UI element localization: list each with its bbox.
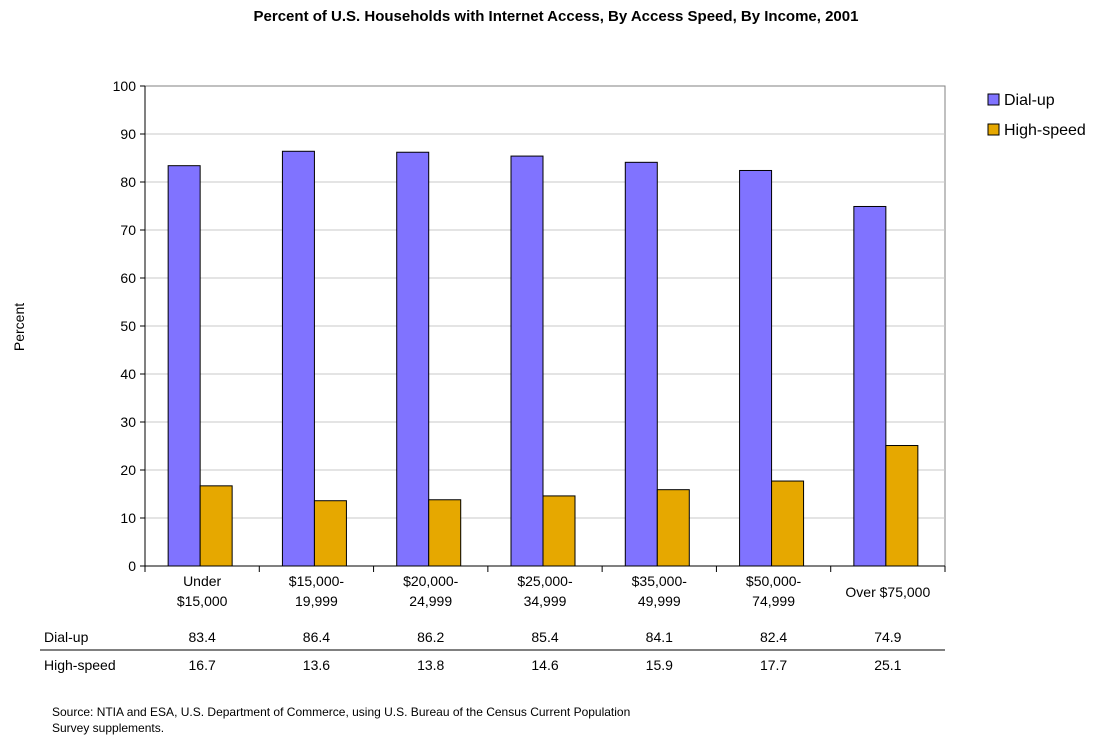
x-tick-label: 49,999 xyxy=(638,593,681,609)
bar-dial-up xyxy=(624,161,658,567)
source-line-1: Source: NTIA and ESA, U.S. Department of… xyxy=(52,705,631,719)
bar-high-speed xyxy=(199,485,233,567)
bar-high-speed xyxy=(771,480,805,567)
legend-label: Dial-up xyxy=(1004,92,1055,109)
chart-title: Percent of U.S. Households with Internet… xyxy=(253,8,859,25)
legend-swatch xyxy=(987,93,1000,106)
bar-chart: Percent 0 10 20 30 40 50 60 70 80 90 100 Under $15,… xyxy=(11,78,1086,673)
legend: Dial-up High-speed xyxy=(987,92,1086,139)
y-tick-label: 80 xyxy=(120,174,136,190)
x-tick-label: 19,999 xyxy=(295,593,338,609)
x-tick-label: $20,000- xyxy=(403,573,459,589)
bar-high-speed xyxy=(885,445,919,567)
table-cell: 13.6 xyxy=(303,657,330,673)
y-tick-label: 10 xyxy=(120,510,136,526)
x-tick-label: $15,000 xyxy=(177,593,228,609)
table-cell: 83.4 xyxy=(189,629,216,645)
table-cell: 85.4 xyxy=(531,629,558,645)
x-tick-label: $50,000- xyxy=(746,573,802,589)
table-cell: 16.7 xyxy=(189,657,216,673)
table-cell: 74.9 xyxy=(874,629,901,645)
y-tick-label: 50 xyxy=(120,318,136,334)
x-tick-label: $15,000- xyxy=(289,573,345,589)
bar-dial-up xyxy=(396,151,430,567)
gridlines xyxy=(145,133,945,519)
table-cell: 15.9 xyxy=(646,657,673,673)
bar-high-speed xyxy=(656,489,690,567)
y-tick-label: 90 xyxy=(120,126,136,142)
table-cell: 86.4 xyxy=(303,629,330,645)
bar-high-speed xyxy=(542,495,576,567)
bar-dial-up xyxy=(167,165,201,567)
table-cell: 13.8 xyxy=(417,657,444,673)
data-table: Dial-up 83.4 86.4 86.2 85.4 84.1 82.4 74.9 High-… xyxy=(40,629,945,673)
table-cell: 17.7 xyxy=(760,657,787,673)
table-row-label: Dial-up xyxy=(44,629,89,645)
x-tick-label: Over $75,000 xyxy=(845,584,930,600)
y-tick-label: 40 xyxy=(120,366,136,382)
x-tick-label: $25,000- xyxy=(517,573,573,589)
table-row-label: High-speed xyxy=(44,657,116,673)
y-tick-label: 20 xyxy=(120,462,136,478)
x-tick-label: $35,000- xyxy=(632,573,688,589)
x-tick-label: 34,999 xyxy=(524,593,567,609)
y-tick-label: 0 xyxy=(128,558,136,574)
bar-high-speed xyxy=(428,499,462,567)
bar-dial-up xyxy=(281,150,315,567)
bar-high-speed xyxy=(313,500,347,567)
legend-swatch xyxy=(987,123,1000,136)
legend-label: High-speed xyxy=(1004,122,1086,139)
bar-dial-up xyxy=(739,169,773,567)
x-tick-label: 24,999 xyxy=(409,593,452,609)
table-cell: 84.1 xyxy=(646,629,673,645)
source-note: Source: NTIA and ESA, U.S. Department of… xyxy=(52,704,872,736)
bar-dial-up xyxy=(510,155,544,567)
y-tick-label: 100 xyxy=(113,78,137,94)
source-line-2: Survey supplements. xyxy=(52,721,165,735)
bar-dial-up xyxy=(853,205,887,567)
y-tick-label: 30 xyxy=(120,414,136,430)
table-cell: 25.1 xyxy=(874,657,901,673)
y-tick-label: 60 xyxy=(120,270,136,286)
x-tick-label: 74,999 xyxy=(752,593,795,609)
table-cell: 86.2 xyxy=(417,629,444,645)
x-tick-label: Under xyxy=(183,573,221,589)
table-cell: 82.4 xyxy=(760,629,787,645)
y-axis-label: Percent xyxy=(11,303,27,351)
y-tick-label: 70 xyxy=(120,222,136,238)
y-axis-ticks: 0 10 20 30 40 50 60 70 80 90 100 xyxy=(113,78,146,574)
table-cell: 14.6 xyxy=(531,657,558,673)
x-axis-labels: Under $15,000 $15,000- 19,999 $20,000- 24,999… xyxy=(144,565,946,609)
